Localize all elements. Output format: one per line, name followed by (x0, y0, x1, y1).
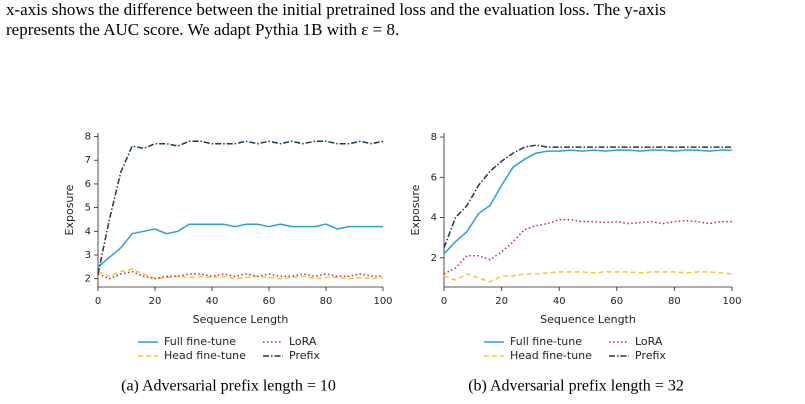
y-tick-label: 3 (85, 250, 91, 261)
text-line: represents the AUC score. We adapt Pythi… (6, 20, 400, 39)
y-axis-label: Exposure (409, 184, 422, 235)
x-tick-label: 0 (441, 296, 447, 307)
series-line (443, 271, 733, 283)
y-tick-label: 4 (431, 213, 437, 224)
x-tick-label: 0 (95, 296, 101, 307)
x-tick-label: 40 (553, 296, 566, 307)
legend-label: Prefix (289, 349, 320, 362)
y-tick-label: 5 (85, 203, 91, 214)
x-tick-label: 100 (722, 296, 741, 307)
x-tick-label: 60 (610, 296, 623, 307)
y-tick-label: 6 (431, 172, 437, 183)
legend-label: Head fine-tune (510, 349, 592, 362)
y-tick-label: 8 (431, 132, 437, 143)
legend-label: LoRA (289, 335, 317, 348)
paragraph: x-axis shows the difference between the … (6, 0, 666, 40)
y-tick-label: 4 (85, 226, 91, 237)
legend-label: Full fine-tune (164, 335, 236, 348)
series-line (443, 218, 732, 275)
x-tick-label: 100 (373, 296, 392, 307)
x-tick-label: 80 (668, 296, 681, 307)
legend-label: Head fine-tune (164, 349, 246, 362)
legend-label: LoRA (635, 335, 663, 348)
x-tick-label: 20 (149, 296, 162, 307)
x-tick-label: 80 (320, 296, 333, 307)
y-tick-label: 6 (85, 179, 91, 190)
x-tick-label: 20 (495, 296, 508, 307)
legend-label: Prefix (635, 349, 666, 362)
x-tick-label: 40 (206, 296, 219, 307)
legend-label: Full fine-tune (510, 335, 582, 348)
series-line (97, 140, 384, 275)
y-axis-label: Exposure (63, 184, 76, 235)
series-line (443, 144, 732, 248)
caption: (b) Adversarial prefix length = 32 (468, 378, 684, 395)
x-axis-label: Sequence Length (193, 313, 289, 326)
series-line (443, 149, 732, 255)
y-tick-label: 7 (85, 155, 91, 166)
x-tick-label: 60 (263, 296, 276, 307)
series-line (97, 268, 384, 280)
caption: (a) Adversarial prefix length = 10 (121, 378, 336, 395)
y-tick-label: 8 (85, 132, 91, 143)
y-tick-label: 2 (85, 274, 91, 285)
y-tick-label: 2 (431, 253, 437, 264)
x-axis-label: Sequence Length (540, 313, 636, 326)
series-line (97, 223, 383, 268)
text-line: x-axis shows the difference between the … (6, 0, 666, 19)
